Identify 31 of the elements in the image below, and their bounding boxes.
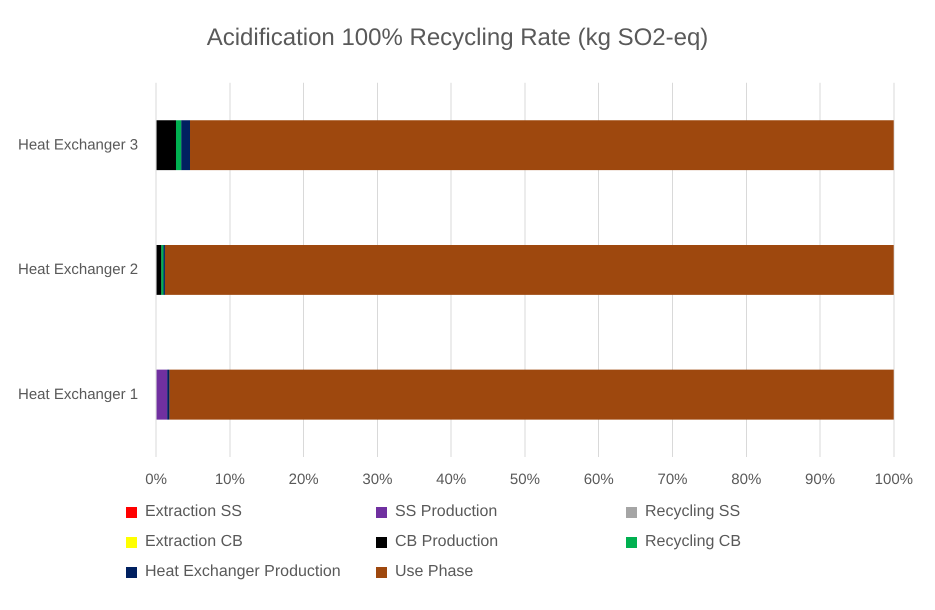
bar	[156, 244, 162, 295]
x-tick-label: 80%	[731, 471, 762, 488]
legend-label: Recycling SS	[645, 503, 740, 521]
x-tick-label: 40%	[436, 471, 466, 488]
legend-label: Recycling CB	[645, 533, 742, 551]
y-tick-label: Heat Exchanger 2	[18, 261, 138, 278]
x-tick-label: 30%	[362, 471, 392, 488]
bar	[181, 120, 190, 170]
x-tick-label: 0%	[145, 471, 167, 488]
bar	[169, 370, 894, 420]
bar	[190, 120, 894, 170]
x-tick-label: 70%	[657, 471, 688, 488]
chart-title: Acidification 100% Recycling Rate (kg SO2-eq)	[206, 24, 708, 52]
bar	[176, 120, 182, 170]
x-tick-label: 60%	[584, 471, 614, 488]
y-tick-label: Heat Exchanger 1	[18, 386, 138, 403]
x-tick-label: 90%	[805, 471, 836, 488]
x-tick-label: 100%	[874, 471, 914, 488]
legend-label: Extraction SS	[145, 503, 242, 521]
bar	[156, 370, 168, 420]
legend-label: Extraction CB	[145, 533, 243, 551]
x-tick-label: 50%	[510, 471, 540, 488]
bar	[164, 244, 894, 295]
legend-label: CB Production	[395, 533, 498, 551]
x-tick-label: 20%	[288, 471, 319, 488]
bar	[156, 120, 176, 170]
y-tick-label: Heat Exchanger 3	[18, 136, 138, 154]
x-tick-label: 10%	[214, 471, 245, 488]
legend-label: Heat Exchanger Production	[145, 563, 341, 581]
legend-label: Use Phase	[395, 563, 474, 581]
legend-label: SS Production	[395, 503, 498, 521]
